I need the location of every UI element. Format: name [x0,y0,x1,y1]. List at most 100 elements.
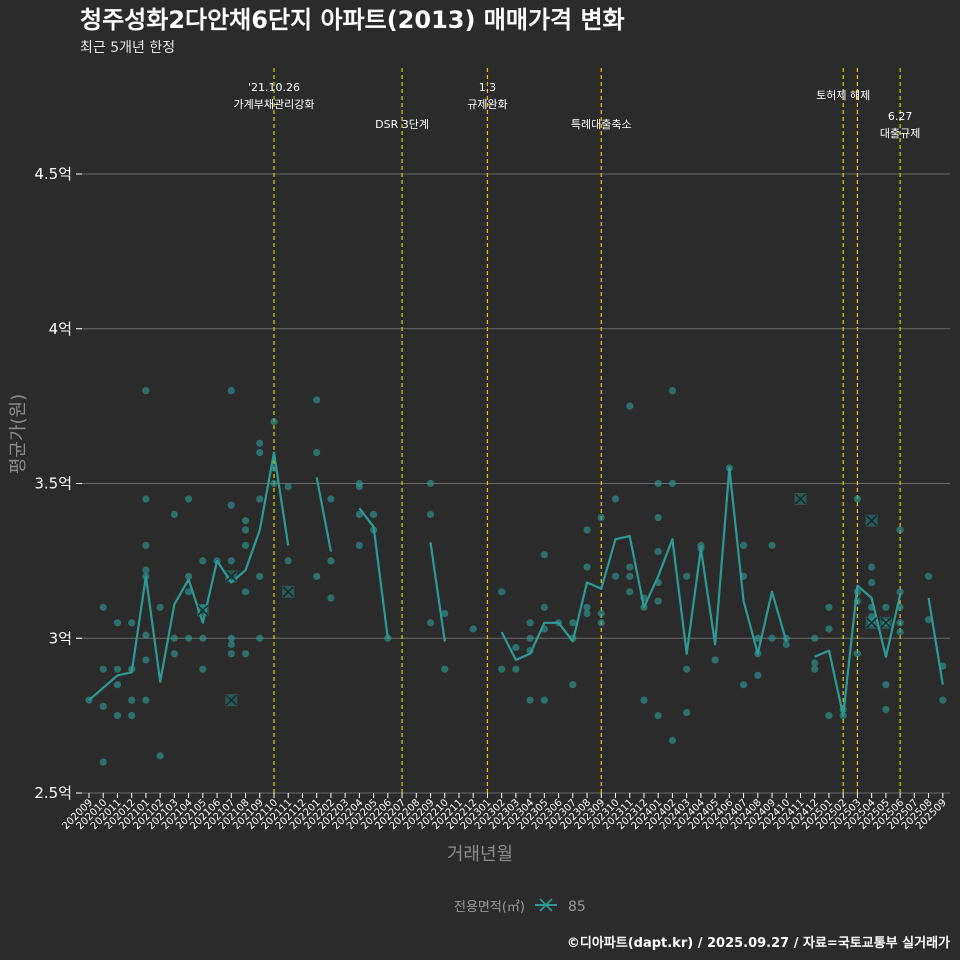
data-point [185,634,193,642]
cross-marker-stroke [795,493,806,505]
data-point [498,588,506,596]
series-line-segment [429,542,446,642]
data-point [668,479,677,488]
cross-marker [196,604,209,617]
data-point [170,634,178,642]
data-point [853,650,862,658]
series-line-segment [358,507,389,639]
data-point [313,396,321,404]
data-point [327,557,335,565]
data-point [256,448,264,457]
data-point [739,681,748,689]
data-point [739,541,748,550]
data-point [241,517,250,525]
data-point [256,634,264,642]
data-point [142,631,150,639]
data-point [540,551,548,559]
cross-marker [794,492,807,505]
data-point [426,619,435,627]
y-tick-label: 2.5억 [34,784,72,802]
data-point [640,696,648,704]
legend-label-85: 85 [568,899,586,915]
data-point [626,588,634,596]
data-point [683,708,691,717]
data-point [526,634,534,642]
legend: 전용면적(㎡) 85 [454,898,586,915]
y-axis-ticks: 2.5억 3억 3.5억 4억 4.5억 [34,165,82,802]
data-point [924,572,933,580]
y-tick-label: 3억 [49,629,72,647]
y-tick-label: 3.5억 [34,475,72,493]
data-point [626,402,634,410]
data-point [882,681,890,689]
data-point [170,510,178,519]
data-point [199,634,207,642]
data-point [355,479,363,488]
data-point [569,619,577,627]
data-point [256,495,264,503]
event-label: 가계부채관리강화 [234,98,315,111]
data-point [284,557,292,565]
data-point [313,448,321,457]
x-axis-title: 거래년월 [447,844,513,865]
data-point [939,696,947,704]
data-point [241,541,250,550]
data-point [128,696,136,704]
event-label: 대출규제 [880,127,920,140]
chart-subtitle: 최근 5개년 한정 [80,40,175,56]
data-point [441,609,449,618]
data-point [825,625,833,633]
data-point [156,603,164,611]
data-point [156,752,164,760]
event-label: 규제완화 [467,98,507,111]
cross-marker-stroke [282,586,294,598]
cross-marker-stroke [225,570,237,582]
data-point [896,526,904,534]
data-point [611,572,620,580]
cross-marker [865,514,878,527]
data-point [227,650,235,658]
data-point [313,572,321,580]
data-point [754,634,762,642]
data-point [227,557,235,565]
data-point [113,681,122,689]
data-point [683,665,691,673]
data-point [227,634,235,642]
data-point [697,541,705,550]
data-point [270,479,278,488]
data-point [654,712,662,720]
data-point [99,758,107,766]
data-point [185,495,193,503]
data-point [199,665,207,673]
data-point [256,572,264,580]
data-point [626,563,634,571]
event-label: DSR 3단계 [375,118,429,131]
data-point [469,625,477,633]
cross-marker [865,616,878,629]
data-point [526,696,534,704]
data-point [355,510,363,519]
data-point [355,541,363,550]
data-point [597,513,605,522]
data-point [170,650,178,658]
data-point [270,418,278,426]
cross-marker-stroke [225,694,237,706]
data-point [99,702,107,710]
data-point [512,643,520,652]
cross-marker-stroke [866,515,878,527]
series-line-segment [814,584,902,717]
data-point [868,563,876,571]
data-point [142,387,150,395]
data-point [128,712,136,720]
event-label: 6.27 [888,110,913,123]
data-point [882,705,890,714]
data-point [526,619,534,627]
data-point [654,513,662,522]
data-point [811,659,819,667]
series-line-segment [88,451,290,702]
data-point [811,634,819,642]
cross-markers [196,492,892,707]
cross-marker [225,570,238,583]
data-point [569,681,577,689]
